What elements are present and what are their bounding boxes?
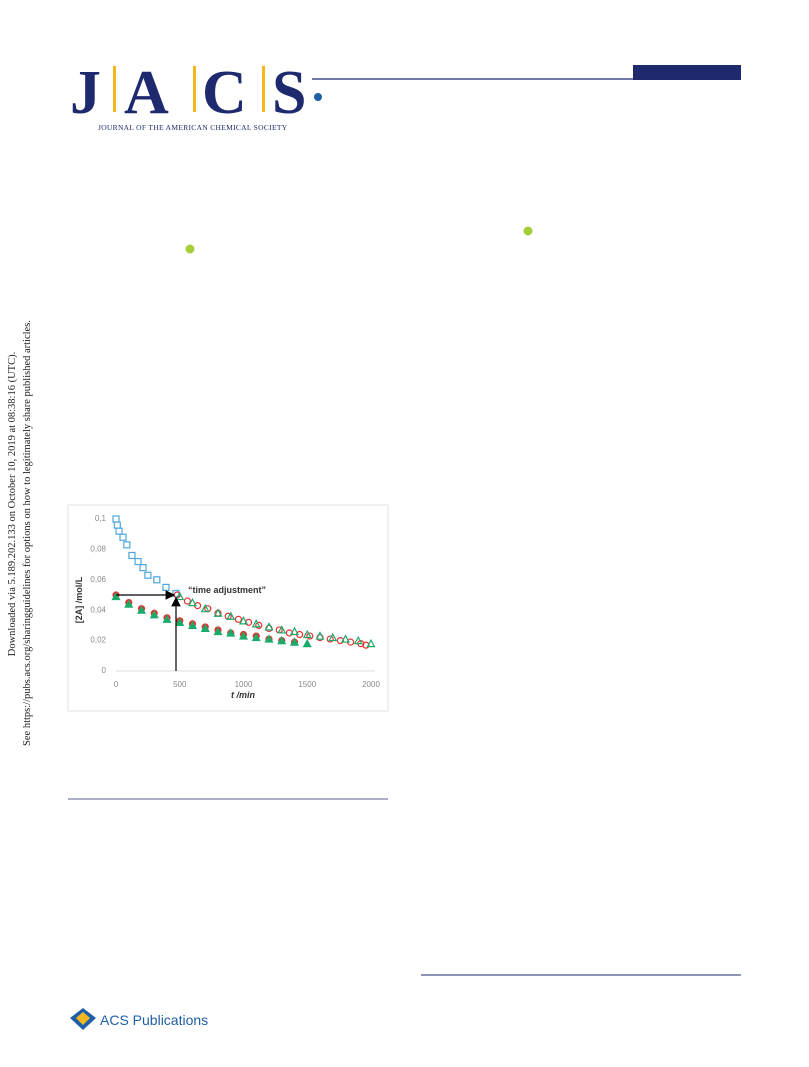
y-tick-label: 0,08 — [90, 545, 106, 554]
data-point — [251, 619, 261, 628]
data-point — [162, 583, 170, 592]
data-point — [112, 515, 120, 523]
data-point — [238, 616, 249, 625]
data-point — [238, 631, 249, 640]
annotation: “time adjustment” — [188, 585, 266, 595]
data-point — [315, 631, 325, 640]
data-point — [306, 632, 314, 640]
data-point — [264, 622, 274, 631]
acs-logo-inner — [76, 1012, 90, 1025]
data-point — [175, 617, 185, 626]
data-point — [183, 597, 191, 605]
y-axis-label: [2A] /mol/L — [74, 576, 84, 623]
y-tick-label: 0,06 — [90, 575, 106, 584]
data-point — [113, 521, 121, 529]
data-point — [226, 611, 236, 620]
y-tick-label: 0,04 — [90, 605, 106, 614]
header-block — [633, 65, 741, 80]
data-point — [366, 638, 376, 648]
y-tick-label: 0,02 — [90, 636, 106, 645]
data-point — [123, 541, 131, 549]
data-point — [162, 614, 172, 623]
data-point — [340, 634, 351, 643]
data-point — [353, 635, 363, 645]
orcid-icon[interactable] — [523, 226, 533, 236]
data-point — [115, 527, 123, 535]
data-point — [277, 625, 287, 634]
data-point — [255, 621, 263, 630]
data-point — [200, 603, 210, 613]
data-point — [124, 599, 134, 608]
y-tick-label: 0,1 — [95, 514, 107, 523]
logo-divider — [262, 66, 265, 112]
download-note: Downloaded via 5.189.202.133 on October … — [7, 352, 18, 656]
data-point — [302, 638, 312, 648]
data-point — [139, 564, 147, 572]
data-point — [251, 632, 261, 642]
data-point — [226, 628, 236, 637]
logo-letter: C — [202, 59, 247, 127]
chart-frame — [67, 504, 389, 712]
data-point — [153, 576, 161, 584]
data-point — [128, 551, 136, 560]
logo-letter: A — [124, 59, 169, 127]
journal-name: JOURNAL OF THE AMERICAN CHEMICAL SOCIETY — [98, 123, 288, 132]
x-tick-label: 0 — [114, 680, 119, 689]
x-tick-label: 1500 — [298, 680, 316, 689]
logo-check — [314, 93, 322, 101]
x-tick-label: 500 — [173, 680, 187, 689]
data-point — [234, 615, 242, 623]
data-point — [289, 626, 300, 636]
data-point — [213, 626, 223, 636]
sharing-note: See https://pubs.acs.org/sharingguidelin… — [22, 320, 33, 746]
data-point — [328, 632, 338, 642]
data-point — [136, 605, 147, 614]
publisher: ACS Publications — [100, 1012, 208, 1028]
data-point — [200, 623, 210, 633]
journal-logo: J A C S — [70, 59, 306, 127]
data-point — [149, 609, 159, 619]
data-point — [187, 597, 198, 607]
data-point — [144, 571, 152, 579]
orcid-icon[interactable] — [185, 244, 195, 254]
logo-letter: J — [70, 59, 101, 127]
data-point — [134, 557, 142, 566]
data-point — [302, 629, 312, 639]
data-point — [289, 637, 300, 646]
y-tick-label: 0 — [102, 666, 107, 675]
data-point — [326, 635, 334, 643]
logo-divider — [193, 66, 196, 112]
data-point — [264, 634, 274, 643]
chart: 0 0,02 0,04 0,06 0,08 0,1 0 500 1000 1500 2000 — [90, 514, 380, 689]
data-point — [187, 620, 198, 629]
logo-letter: S — [272, 59, 306, 127]
data-point — [119, 533, 127, 541]
data-point — [111, 591, 121, 601]
logo-divider — [113, 66, 116, 112]
x-tick-label: 1000 — [235, 680, 253, 689]
x-tick-label: 2000 — [362, 680, 380, 689]
data-point — [213, 608, 223, 617]
data-point — [277, 635, 287, 645]
x-axis-label: t /min — [231, 690, 256, 700]
